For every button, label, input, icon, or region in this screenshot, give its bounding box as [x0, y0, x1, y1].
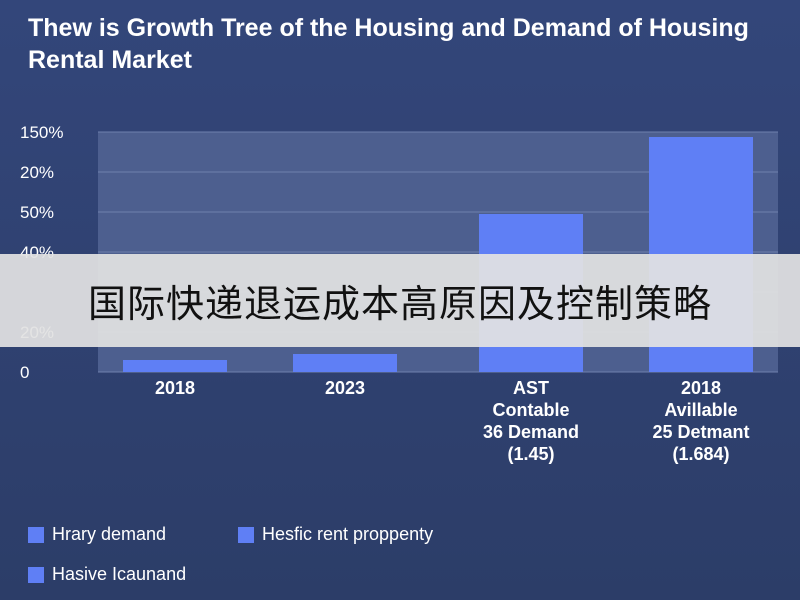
legend-item-2: Hesfic rent proppenty — [238, 524, 433, 545]
legend-item-1: Hrary demand — [28, 524, 166, 545]
bar — [123, 360, 227, 372]
x-tick-label: 2018 — [155, 378, 195, 398]
chart-legend: Hrary demand Hesfic rent proppenty Hasiv… — [24, 520, 784, 590]
overlay-banner: 国际快递退运成本高原因及控制策略 — [0, 254, 800, 347]
banner-text: 国际快递退运成本高原因及控制策略 — [87, 282, 712, 326]
legend-swatch-1 — [28, 526, 44, 543]
x-tick-label: Avillable — [664, 400, 737, 420]
y-tick-label: 50% — [20, 203, 54, 222]
x-tick-label: (1.684) — [672, 444, 729, 464]
legend-item-3: Hasive Icaunand — [28, 564, 186, 585]
x-tick-label: 25 Detmant — [652, 422, 749, 442]
x-tick-label: AST — [513, 378, 549, 398]
legend-label-1: Hrary demand — [52, 524, 167, 544]
legend-swatch-3 — [28, 566, 44, 583]
x-tick-label: 2023 — [325, 378, 365, 398]
y-tick-label: 20% — [20, 163, 54, 182]
legend-label-2: Hesfic rent proppenty — [262, 524, 434, 544]
x-tick-label: 36 Demand — [483, 422, 579, 442]
y-tick-label: 0 — [20, 363, 29, 382]
x-tick-label: (1.45) — [507, 444, 554, 464]
bar — [293, 354, 397, 372]
x-tick-label: 2018 — [681, 378, 721, 398]
y-tick-label: 150% — [20, 123, 63, 142]
legend-label-3: Hasive Icaunand — [52, 564, 187, 584]
legend-swatch-2 — [238, 526, 254, 543]
chart-title: Thew is Growth Tree of the Housing and D… — [28, 14, 749, 74]
x-tick-label: Contable — [492, 400, 569, 420]
